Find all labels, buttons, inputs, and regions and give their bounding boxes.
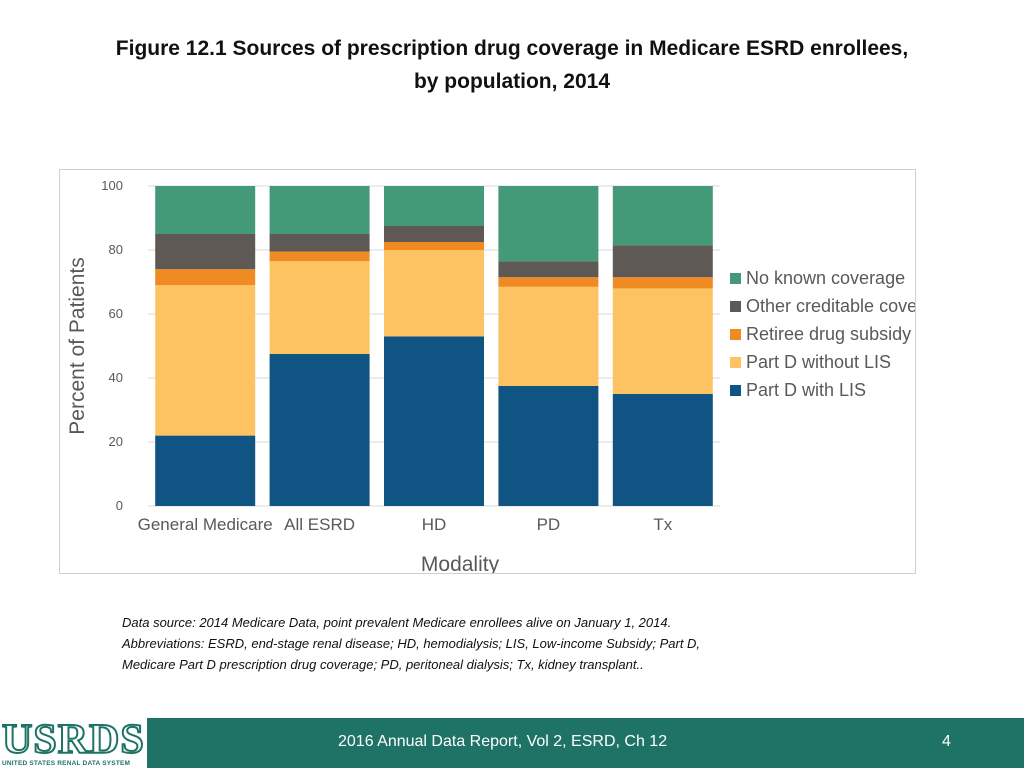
- bar-segment-pd-retiree-drug-subsidy: [498, 277, 599, 287]
- bar-segment-general-medicare-part-d-without-lis: [155, 285, 256, 436]
- bar-segment-pd-part-d-with-lis: [498, 386, 599, 506]
- x-tick-label: All ESRD: [284, 515, 355, 534]
- x-tick-label: Tx: [653, 515, 672, 534]
- usrds-logo-text: USRDS: [1, 716, 145, 764]
- bar-segment-hd-no-known-coverage: [384, 186, 484, 226]
- legend-label-no-known-coverage: No known coverage: [746, 268, 905, 288]
- legend-swatch-no-known-coverage: [730, 273, 741, 284]
- y-tick-label-0: 0: [116, 498, 123, 513]
- footnote: Data source: 2014 Medicare Data, point p…: [122, 612, 822, 675]
- bar-segment-pd-other-creditable-coverage: [498, 261, 599, 278]
- report-title: 2016 Annual Data Report, Vol 2, ESRD, Ch…: [338, 733, 668, 750]
- bar-segment-hd-part-d-without-lis: [384, 250, 484, 337]
- bar-segment-general-medicare-retiree-drug-subsidy: [155, 269, 256, 286]
- bar-segment-tx-retiree-drug-subsidy: [612, 277, 713, 289]
- stacked-bar-chart: 0 20 40 60 80 100 General Medicare All ESRD HD PD…: [66, 178, 915, 573]
- legend-swatch-part-d-with-lis: [730, 385, 741, 396]
- y-tick-label-60: 60: [109, 306, 123, 321]
- legend-label-part-d-with-lis: Part D with LIS: [746, 380, 866, 400]
- bar-segment-all-esrd-part-d-with-lis: [269, 354, 370, 506]
- bar-segment-pd-no-known-coverage: [498, 186, 599, 262]
- legend-label-part-d-without-lis: Part D without LIS: [746, 352, 891, 372]
- legend-label-other-creditable-coverage: Other creditable coverage: [746, 296, 915, 316]
- figure-title-line-2: by population, 2014: [413, 70, 611, 93]
- x-tick-label: General Medicare: [138, 515, 273, 534]
- figure-title-line-1: Figure 12.1 Sources of prescription drug…: [115, 37, 909, 60]
- chart-container: 0 20 40 60 80 100 General Medicare All ESRD HD PD…: [59, 169, 916, 574]
- y-axis-title: Percent of Patients: [66, 257, 89, 434]
- bar-segment-all-esrd-retiree-drug-subsidy: [269, 251, 370, 262]
- y-tick-label-40: 40: [109, 370, 123, 385]
- bar-segment-general-medicare-no-known-coverage: [155, 186, 256, 234]
- y-tick-label-20: 20: [109, 434, 123, 449]
- y-tick-label-100: 100: [101, 178, 123, 193]
- usrds-logo-subtext: UNITED STATES RENAL DATA SYSTEM: [2, 760, 131, 767]
- legend-swatch-other-creditable-coverage: [730, 301, 741, 312]
- bar-segment-general-medicare-other-creditable-coverage: [155, 234, 256, 270]
- y-tick-label-80: 80: [109, 242, 123, 257]
- bar-segment-tx-part-d-without-lis: [612, 288, 713, 394]
- bar-segment-pd-part-d-without-lis: [498, 286, 599, 386]
- page-number: 4: [942, 733, 951, 750]
- x-tick-label: HD: [422, 515, 447, 534]
- bar-segment-all-esrd-other-creditable-coverage: [269, 234, 370, 252]
- figure-title: Figure 12.1 Sources of prescription drug…: [40, 32, 984, 98]
- bar-segment-hd-other-creditable-coverage: [384, 226, 484, 242]
- bar-segment-all-esrd-no-known-coverage: [269, 186, 370, 234]
- bar-segment-hd-retiree-drug-subsidy: [384, 242, 484, 250]
- usrds-logo: USRDS UNITED STATES RENAL DATA SYSTEM: [0, 716, 147, 768]
- x-axis-title: Modality: [421, 553, 500, 573]
- bar-segment-all-esrd-part-d-without-lis: [269, 261, 370, 354]
- bar-segment-tx-other-creditable-coverage: [612, 245, 713, 278]
- x-tick-label: PD: [537, 515, 561, 534]
- legend-swatch-part-d-without-lis: [730, 357, 741, 368]
- footnote-data-source: Data source: 2014 Medicare Data, point p…: [122, 615, 672, 630]
- bar-segment-tx-part-d-with-lis: [612, 394, 713, 506]
- bar-segment-tx-no-known-coverage: [612, 186, 713, 246]
- footer-bar: USRDS UNITED STATES RENAL DATA SYSTEM 20…: [0, 716, 1024, 768]
- bar-segment-general-medicare-part-d-with-lis: [155, 435, 256, 506]
- footnote-abbreviations-1: Abbreviations: ESRD, end-stage renal dis…: [122, 636, 701, 651]
- legend-swatch-retiree-drug-subsidy: [730, 329, 741, 340]
- footnote-abbreviations-2: Medicare Part D prescription drug covera…: [122, 657, 644, 672]
- bar-segment-hd-part-d-with-lis: [384, 336, 484, 506]
- legend-label-retiree-drug-subsidy: Retiree drug subsidy: [746, 324, 911, 344]
